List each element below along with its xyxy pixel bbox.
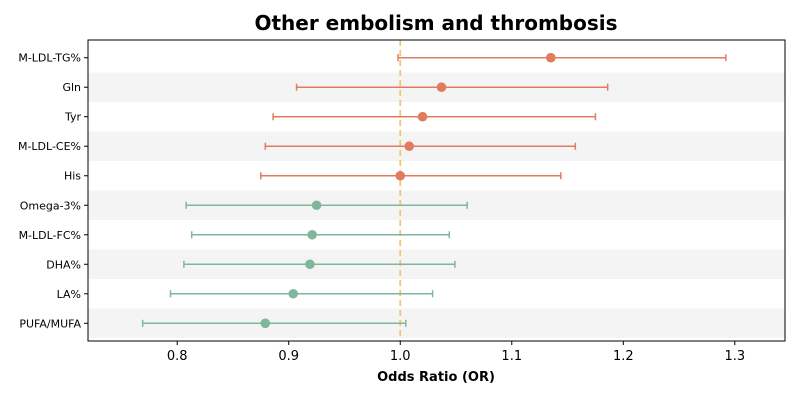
point-estimate — [395, 170, 406, 181]
point-estimates — [260, 52, 556, 329]
y-tick-label: M-LDL-TG% — [18, 52, 81, 65]
point-estimate — [288, 288, 298, 299]
x-axis-label: Odds Ratio (OR) — [377, 370, 495, 385]
y-tick-label: M-LDL-FC% — [19, 229, 81, 242]
y-tick-label: His — [64, 170, 81, 183]
plot-frame — [87, 39, 786, 342]
y-tick-label: DHA% — [46, 258, 81, 271]
y-tick-label: M-LDL-CE% — [18, 140, 81, 153]
x-tick-label: 1.0 — [390, 349, 411, 364]
point-estimate — [417, 111, 428, 122]
point-estimate — [260, 318, 271, 329]
chart-title: Other embolism and thrombosis — [254, 11, 617, 35]
point-estimate — [305, 259, 315, 270]
point-estimate — [311, 200, 322, 211]
x-tick-label: 1.1 — [501, 349, 522, 364]
point-estimate — [404, 141, 414, 152]
y-tick-label: Tyr — [64, 111, 82, 124]
x-tick-label: 0.8 — [167, 349, 188, 364]
y-tick-label: Omega-3% — [20, 199, 81, 212]
y-tick-label: Gln — [62, 81, 81, 94]
x-tick-label: 1.3 — [724, 349, 745, 364]
y-axis: M-LDL-TG% Gln Tyr M-LDL-CE% His Omega-3% M-LDL… — [18, 52, 88, 330]
x-axis: 0.8 0.9 1.0 1.1 1.2 1.3 — [167, 341, 745, 364]
point-estimate — [546, 52, 556, 63]
x-tick-label: 0.9 — [278, 349, 299, 364]
x-tick-label: 1.2 — [613, 349, 634, 364]
y-tick-label: PUFA/MUFA — [19, 317, 81, 330]
y-tick-label: LA% — [57, 288, 81, 301]
point-estimate — [307, 229, 317, 240]
error-bars — [141, 54, 727, 327]
point-estimate — [436, 82, 447, 93]
